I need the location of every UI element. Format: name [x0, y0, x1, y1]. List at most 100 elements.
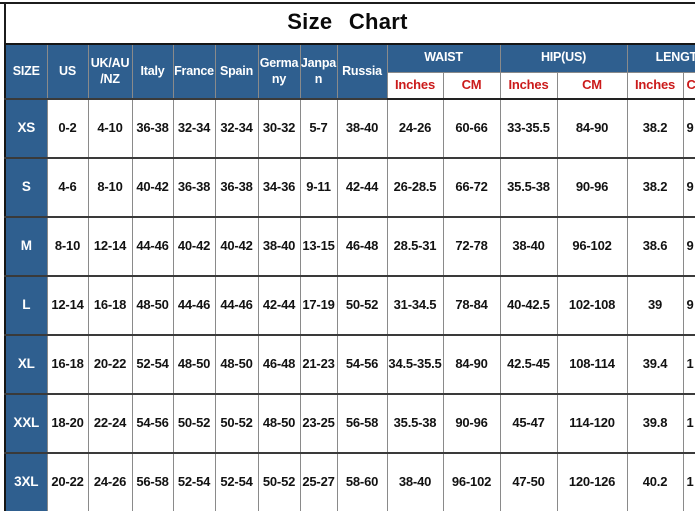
- cell-xs-hip-inches: 33-35.5: [499, 98, 558, 159]
- table-row-xl: XL 16-18 20-22 52-54 48-50 48-50 46-48 2…: [4, 334, 695, 395]
- row-label-m: M: [4, 216, 48, 277]
- cell-xxl-waist-inches: 35.5-38: [386, 393, 444, 454]
- cell-l-length-inches: 39: [626, 275, 684, 336]
- cell-xs-germany: 30-32: [257, 98, 301, 159]
- cell-l-italy: 48-50: [131, 275, 174, 336]
- cell-m-russia: 46-48: [336, 216, 388, 277]
- row-label-xl: XL: [4, 334, 48, 395]
- cell-s-janpan: 9-11: [299, 157, 338, 218]
- cell-3xl-germany: 50-52: [257, 452, 301, 511]
- cell-s-france: 36-38: [172, 157, 216, 218]
- cell-xs-janpan: 5-7: [299, 98, 338, 159]
- cell-xs-length-inches: 38.2: [626, 98, 684, 159]
- col-group-hip-us: HIP(US): [499, 43, 628, 73]
- row-label-s: S: [4, 157, 48, 218]
- cell-s-italy: 40-42: [131, 157, 174, 218]
- cell-s-germany: 34-36: [257, 157, 301, 218]
- table-row-s: S 4-6 8-10 40-42 36-38 36-38 34-36 9-11 …: [4, 157, 695, 218]
- cell-xxl-length-cm: 1: [682, 393, 695, 454]
- cell-l-hip-cm: 102-108: [556, 275, 628, 336]
- cell-3xl-italy: 56-58: [131, 452, 174, 511]
- cell-xs-waist-inches: 24-26: [386, 98, 444, 159]
- cell-xxl-germany: 48-50: [257, 393, 301, 454]
- cell-xxl-hip-inches: 45-47: [499, 393, 558, 454]
- cell-m-italy: 44-46: [131, 216, 174, 277]
- cell-xl-russia: 54-56: [336, 334, 388, 395]
- col-header-size: SIZE: [4, 43, 48, 100]
- col-header-janpan: Janpan: [299, 43, 338, 100]
- cell-xs-spain: 32-34: [214, 98, 259, 159]
- cell-xxl-length-inches: 39.8: [626, 393, 684, 454]
- subcol-waist-inches: Inches: [386, 71, 444, 100]
- cell-xxl-france: 50-52: [172, 393, 216, 454]
- cell-s-hip-inches: 35.5-38: [499, 157, 558, 218]
- cell-3xl-hip-inches: 47-50: [499, 452, 558, 511]
- cell-3xl-length-inches: 40.2: [626, 452, 684, 511]
- cell-xxl-waist-cm: 90-96: [442, 393, 501, 454]
- cell-xs-hip-cm: 84-90: [556, 98, 628, 159]
- cell-3xl-uk: 24-26: [87, 452, 133, 511]
- left-border-line: [4, 2, 6, 43]
- cell-l-hip-inches: 40-42.5: [499, 275, 558, 336]
- row-label-3xl: 3XL: [4, 452, 48, 511]
- cell-s-spain: 36-38: [214, 157, 259, 218]
- cell-xxl-hip-cm: 114-120: [556, 393, 628, 454]
- cell-3xl-russia: 58-60: [336, 452, 388, 511]
- cell-m-janpan: 13-15: [299, 216, 338, 277]
- cell-3xl-waist-cm: 96-102: [442, 452, 501, 511]
- cell-xs-france: 32-34: [172, 98, 216, 159]
- cell-s-waist-inches: 26-28.5: [386, 157, 444, 218]
- cell-3xl-france: 52-54: [172, 452, 216, 511]
- cell-m-us: 8-10: [46, 216, 89, 277]
- col-header-uk-au-nz: UK/AU /NZ: [87, 43, 133, 100]
- cell-xl-germany: 46-48: [257, 334, 301, 395]
- cell-m-spain: 40-42: [214, 216, 259, 277]
- cell-xxl-spain: 50-52: [214, 393, 259, 454]
- cell-l-janpan: 17-19: [299, 275, 338, 336]
- cell-s-hip-cm: 90-96: [556, 157, 628, 218]
- table-row-l: L 12-14 16-18 48-50 44-46 44-46 42-44 17…: [4, 275, 695, 336]
- cell-xl-length-inches: 39.4: [626, 334, 684, 395]
- cell-m-waist-cm: 72-78: [442, 216, 501, 277]
- cell-xxl-russia: 56-58: [336, 393, 388, 454]
- cell-xs-waist-cm: 60-66: [442, 98, 501, 159]
- cell-l-waist-inches: 31-34.5: [386, 275, 444, 336]
- col-group-length: LENGTH: [626, 43, 695, 73]
- cell-l-waist-cm: 78-84: [442, 275, 501, 336]
- cell-s-us: 4-6: [46, 157, 89, 218]
- cell-xl-waist-cm: 84-90: [442, 334, 501, 395]
- cell-3xl-hip-cm: 120-126: [556, 452, 628, 511]
- col-header-germany: Germany: [257, 43, 301, 100]
- size-chart-table-wrap: SIZE US UK/AU /NZ Italy France Spain Ger…: [4, 43, 695, 511]
- cell-xs-italy: 36-38: [131, 98, 174, 159]
- col-header-spain: Spain: [214, 43, 259, 100]
- cell-xs-russia: 38-40: [336, 98, 388, 159]
- row-label-l: L: [4, 275, 48, 336]
- cell-xl-hip-inches: 42.5-45: [499, 334, 558, 395]
- top-border-line: [0, 2, 695, 4]
- subcol-waist-cm: CM: [442, 71, 501, 100]
- header-row-units: Inches CM Inches CM Inches CM: [5, 71, 695, 100]
- table-row-3xl: 3XL 20-22 24-26 56-58 52-54 52-54 50-52 …: [4, 452, 695, 511]
- subcol-hip-inches: Inches: [499, 71, 558, 100]
- cell-l-length-cm: 9: [682, 275, 695, 336]
- cell-3xl-us: 20-22: [46, 452, 89, 511]
- cell-m-hip-inches: 38-40: [499, 216, 558, 277]
- subcol-length-cm: CM: [682, 71, 695, 100]
- col-header-france: France: [172, 43, 216, 100]
- cell-xxl-italy: 54-56: [131, 393, 174, 454]
- cell-xl-janpan: 21-23: [299, 334, 338, 395]
- cell-m-hip-cm: 96-102: [556, 216, 628, 277]
- cell-xl-waist-inches: 34.5-35.5: [386, 334, 444, 395]
- table-row-m: M 8-10 12-14 44-46 40-42 40-42 38-40 13-…: [4, 216, 695, 277]
- cell-s-length-cm: 9: [682, 157, 695, 218]
- cell-l-uk: 16-18: [87, 275, 133, 336]
- cell-m-france: 40-42: [172, 216, 216, 277]
- header-row-groups: SIZE US UK/AU /NZ Italy France Spain Ger…: [4, 43, 695, 100]
- cell-l-us: 12-14: [46, 275, 89, 336]
- cell-xl-hip-cm: 108-114: [556, 334, 628, 395]
- cell-xl-uk: 20-22: [87, 334, 133, 395]
- cell-xxl-us: 18-20: [46, 393, 89, 454]
- size-chart-table: SIZE US UK/AU /NZ Italy France Spain Ger…: [4, 43, 695, 511]
